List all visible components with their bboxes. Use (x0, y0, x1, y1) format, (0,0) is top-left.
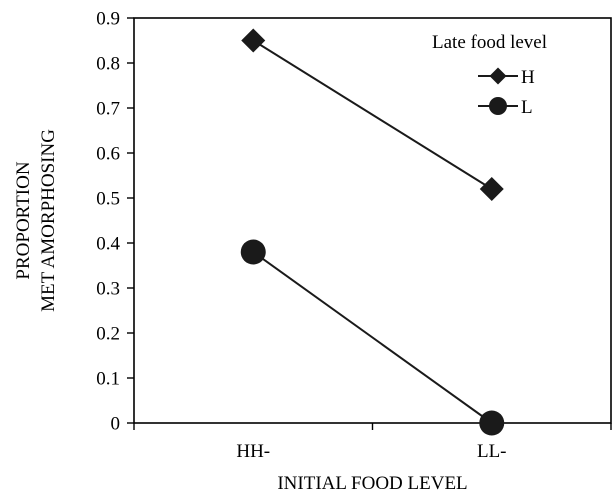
data-point-h (241, 28, 266, 53)
y-tick-label: 0.9 (96, 9, 120, 30)
y-tick-label: 0 (111, 414, 121, 435)
legend-label-l: L (521, 97, 533, 118)
legend: Late food level HL (432, 32, 547, 118)
y-tick-label: 0.4 (96, 234, 120, 255)
legend-title: Late food level (432, 32, 547, 53)
y-tick-label: 0.6 (96, 144, 120, 165)
x-axis-title: INITIAL FOOD LEVEL (277, 473, 467, 494)
x-axis-ticks: HH- LL- (133, 423, 612, 462)
y-axis-title-line-1: PROPORTION (13, 161, 34, 279)
y-tick-label: 0.7 (96, 99, 120, 120)
y-tick-label: 0.1 (96, 369, 120, 390)
legend-items: HL (478, 67, 535, 118)
data-point-l (479, 410, 505, 436)
data-point-h (479, 177, 504, 201)
series-line-l (252, 251, 493, 424)
legend-label-h: H (521, 67, 535, 88)
legend-marker-h (489, 67, 507, 85)
y-tick-label: 0.8 (96, 54, 120, 75)
plot-frame (133, 17, 612, 424)
series-layer (240, 28, 505, 436)
series-line-h (252, 39, 493, 190)
y-tick-label: 0.3 (96, 279, 120, 300)
legend-marker-l (489, 97, 507, 115)
y-axis-title-line-2: MET AMORPHOSING (38, 129, 59, 312)
x-tick-label: HH- (236, 441, 270, 462)
y-tick-label: 0.5 (96, 189, 120, 210)
y-axis-ticks: 0 0.1 0.2 0.3 0.4 0.5 0.6 0.7 0.8 0.9 (96, 9, 134, 435)
x-tick-label: LL- (477, 441, 507, 462)
y-tick-label: 0.2 (96, 324, 120, 345)
data-point-l (240, 239, 266, 265)
